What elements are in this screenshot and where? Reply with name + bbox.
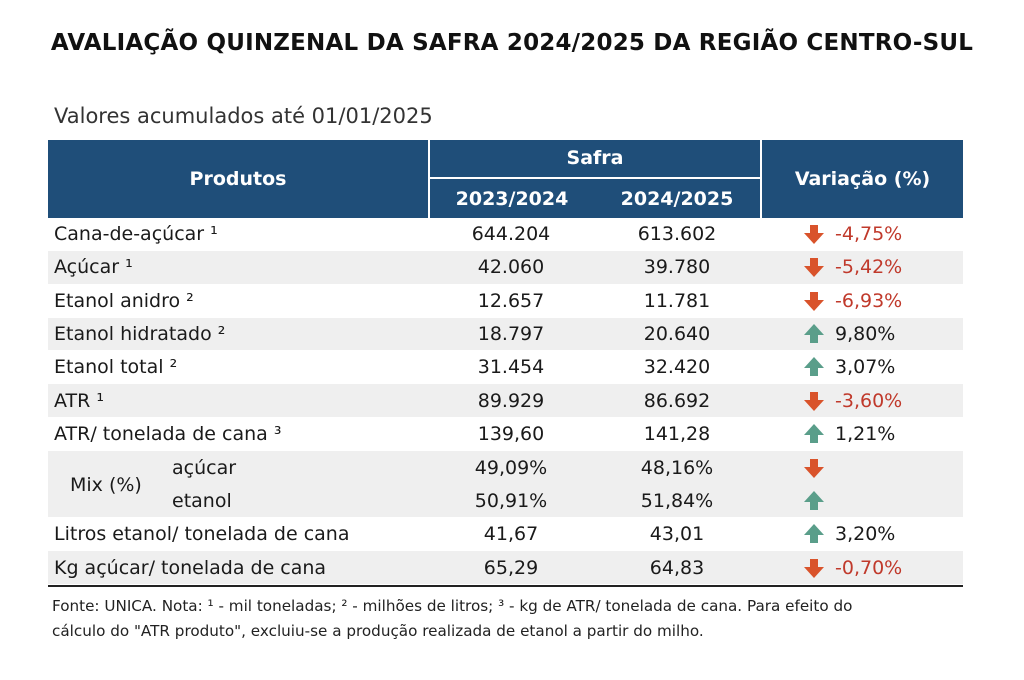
row-variacao-value: -5,42% [835, 256, 903, 279]
row-produto: Kg açúcar/ tonelada de cana [54, 556, 327, 579]
table-row: Etanol total ² 31.454 32.420 3,07% [48, 351, 963, 385]
row-variacao-value: -6,93% [835, 289, 903, 312]
mix-etanol-arrow [803, 484, 835, 517]
arrow-up-icon [803, 323, 825, 345]
arrow-up-icon [803, 356, 825, 378]
row-variacao: -0,70% [803, 551, 963, 583]
arrow-up-icon [803, 423, 825, 445]
row-value-2024-2025: 141,28 [643, 422, 711, 445]
row-produto: Etanol anidro ² [54, 289, 194, 312]
row-variacao: 9,80% [803, 318, 963, 350]
row-produto: Açúcar ¹ [54, 256, 133, 279]
table-row: ATR ¹ 89.929 86.692 -3,60% [48, 384, 963, 418]
row-variacao: -5,42% [803, 251, 963, 283]
row-value-2023-2024: 65,29 [483, 556, 539, 579]
table-header: Produtos Safra 2023/2024 2024/2025 Varia… [48, 140, 963, 218]
page-title: AVALIAÇÃO QUINZENAL DA SAFRA 2024/2025 D… [50, 30, 974, 56]
footnote-line-2: cálculo do "ATR produto", excluiu-se a p… [52, 622, 704, 640]
row-produto: Etanol hidratado ² [54, 323, 226, 346]
header-produtos: Produtos [189, 168, 287, 190]
row-value-2024-2025: 11.781 [643, 289, 711, 312]
row-value-2023-2024: 12.657 [477, 289, 545, 312]
row-value-2024-2025: 43,01 [649, 523, 705, 546]
row-produto: Cana-de-açúcar ¹ [54, 223, 218, 246]
table-row: Etanol hidratado ² 18.797 20.640 9,80% [48, 317, 963, 352]
header-year-2: 2024/2025 [620, 187, 734, 210]
row-variacao: -4,75% [803, 218, 963, 250]
row-variacao-value: 9,80% [835, 323, 896, 346]
row-produto: Etanol total ² [54, 356, 178, 379]
row-variacao: 3,07% [803, 351, 963, 383]
row-value-2024-2025: 32.420 [643, 356, 711, 379]
subtitle: Valores acumulados até 01/01/2025 [54, 104, 433, 128]
arrow-down-icon [803, 390, 825, 412]
row-value-2024-2025: 86.692 [643, 389, 711, 412]
table-row: Etanol anidro ² 12.657 11.781 -6,93% [48, 285, 963, 318]
row-value-2024-2025: 20.640 [643, 323, 711, 346]
arrow-down-icon [803, 457, 825, 479]
mix-label: Mix (%) [70, 473, 142, 496]
data-table: Produtos Safra 2023/2024 2024/2025 Varia… [48, 140, 963, 585]
row-value-2024-2025: 39.780 [643, 256, 711, 279]
row-variacao-value: 1,21% [835, 422, 896, 445]
row-value-2024-2025: 613.602 [637, 223, 717, 246]
mix-block: Mix (%) açúcar 49,09% 48,16% etanol 50,9… [48, 451, 963, 519]
table-row: Litros etanol/ tonelada de cana 41,67 43,0… [48, 518, 963, 552]
row-variacao: 1,21% [803, 418, 963, 450]
footnote-line-1: Fonte: UNICA. Nota: ¹ - mil toneladas; ²… [52, 597, 853, 615]
row-value-2023-2024: 31.454 [477, 356, 545, 379]
mix-etanol-v2: 51,84% [640, 489, 714, 512]
mix-etanol-label: etanol [172, 489, 232, 512]
arrow-down-icon [803, 223, 825, 245]
header-safra: Safra [566, 147, 624, 169]
row-variacao-value: -4,75% [835, 223, 903, 246]
row-value-2023-2024: 42.060 [477, 256, 545, 279]
row-produto: ATR ¹ [54, 389, 104, 412]
header-year-1: 2023/2024 [455, 187, 569, 210]
row-value-2024-2025: 64,83 [649, 556, 705, 579]
table-row: Cana-de-açúcar ¹ 644.204 613.602 -4,75% [48, 218, 963, 252]
arrow-down-icon [803, 256, 825, 278]
row-value-2023-2024: 18.797 [477, 323, 545, 346]
row-value-2023-2024: 41,67 [483, 523, 539, 546]
mix-acucar-label: açúcar [172, 456, 237, 479]
header-variacao: Variação (%) [794, 168, 931, 190]
row-variacao: -6,93% [803, 285, 963, 317]
arrow-down-icon [803, 557, 825, 579]
row-value-2023-2024: 89.929 [477, 389, 545, 412]
row-variacao-value: -3,60% [835, 389, 903, 412]
row-value-2023-2024: 644.204 [471, 223, 551, 246]
footnote: Fonte: UNICA. Nota: ¹ - mil toneladas; ²… [52, 594, 967, 644]
row-produto: Litros etanol/ tonelada de cana [54, 523, 350, 546]
table-row: ATR/ tonelada de cana ³ 139,60 141,28 1,21% [48, 418, 963, 452]
table-row: Kg açúcar/ tonelada de cana 65,29 64,83 -0,… [48, 551, 963, 585]
row-variacao-value: 3,07% [835, 356, 896, 379]
arrow-up-icon [803, 490, 825, 512]
mix-acucar-v2: 48,16% [640, 456, 714, 479]
mix-acucar-v1: 49,09% [474, 456, 548, 479]
row-variacao: -3,60% [803, 384, 963, 416]
arrow-down-icon [803, 290, 825, 312]
table-bottom-rule [48, 585, 963, 587]
mix-etanol-v1: 50,91% [474, 489, 548, 512]
table-row: Açúcar ¹ 42.060 39.780 -5,42% [48, 251, 963, 285]
row-variacao-value: 3,20% [835, 523, 896, 546]
arrow-up-icon [803, 523, 825, 545]
row-value-2023-2024: 139,60 [477, 422, 545, 445]
row-variacao: 3,20% [803, 518, 963, 550]
mix-acucar-arrow [803, 451, 835, 484]
row-variacao-value: -0,70% [835, 556, 903, 579]
row-produto: ATR/ tonelada de cana ³ [54, 422, 282, 445]
